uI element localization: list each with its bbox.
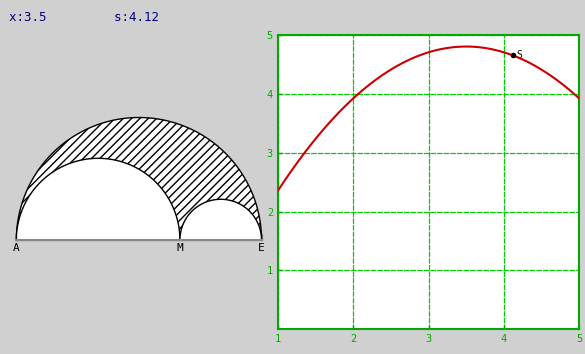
Text: x:3.5         s:4.12: x:3.5 s:4.12 bbox=[9, 11, 159, 24]
Polygon shape bbox=[180, 199, 261, 240]
Polygon shape bbox=[16, 158, 180, 240]
Text: A: A bbox=[13, 242, 20, 253]
Polygon shape bbox=[16, 118, 261, 240]
Text: M: M bbox=[177, 242, 183, 253]
Text: S: S bbox=[517, 50, 522, 61]
Text: E: E bbox=[258, 242, 265, 253]
